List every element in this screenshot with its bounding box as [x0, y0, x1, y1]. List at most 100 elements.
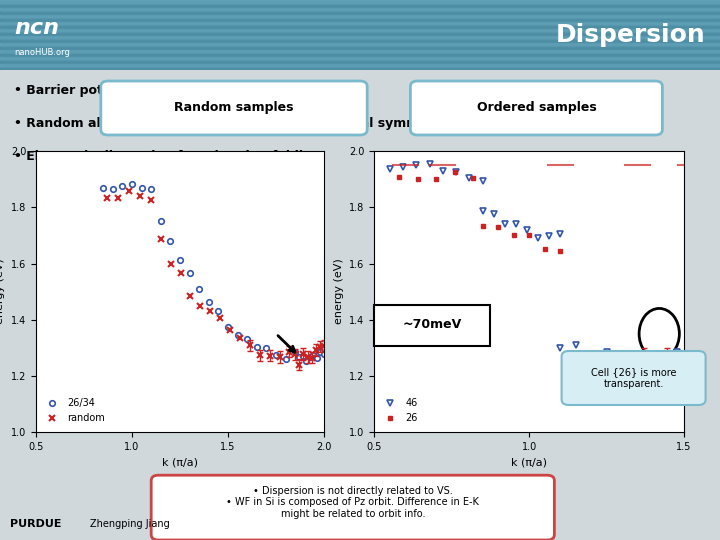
Bar	[0, 21, 720, 24]
26/34	[316, 349, 325, 355]
26	[478, 222, 487, 229]
Bar	[0, 63, 720, 66]
26	[395, 174, 403, 180]
random	[320, 342, 328, 349]
Text: Cell {26} is more
transparent.: Cell {26} is more transparent.	[591, 367, 676, 389]
random	[256, 352, 264, 359]
46	[523, 227, 531, 233]
46	[618, 352, 626, 359]
26	[556, 248, 564, 254]
26/34	[243, 336, 251, 342]
46	[465, 174, 474, 181]
random	[312, 347, 320, 353]
random	[226, 326, 235, 333]
Text: • Dispersion is not directly related to VS.
• WF in Si is composed of Pz orbit. : • Dispersion is not directly related to …	[226, 485, 480, 519]
26/34	[233, 332, 242, 339]
26	[432, 176, 441, 182]
Bar	[0, 49, 720, 52]
46	[438, 168, 447, 174]
Text: ~70meV: ~70meV	[402, 318, 462, 330]
random	[303, 354, 312, 360]
26/34	[320, 351, 328, 357]
Bar	[0, 42, 720, 45]
Bar	[0, 24, 720, 28]
26	[451, 169, 459, 176]
26/34	[291, 349, 300, 355]
46	[545, 233, 554, 240]
46	[386, 166, 395, 172]
46	[452, 168, 461, 175]
random	[186, 293, 195, 299]
Line: 26: 26	[397, 170, 692, 364]
26	[686, 350, 695, 357]
46	[602, 349, 611, 355]
26	[525, 232, 534, 239]
Text: Random samples: Random samples	[174, 102, 294, 114]
Bar	[0, 56, 720, 60]
random	[156, 236, 165, 242]
Bar	[0, 14, 720, 17]
Bar	[0, 31, 720, 35]
random	[246, 342, 254, 348]
Bar	[0, 7, 720, 10]
26/34	[195, 286, 204, 292]
random	[299, 350, 307, 357]
46	[512, 220, 521, 227]
26/34	[109, 186, 117, 192]
26/34	[99, 185, 107, 192]
Text: • Electronic dispersion from band unfolding: • Electronic dispersion from band unfold…	[14, 150, 321, 163]
Bar	[0, 17, 720, 21]
random	[147, 197, 156, 203]
Y-axis label: energy (eV): energy (eV)	[0, 259, 5, 325]
26	[617, 351, 626, 357]
random	[206, 307, 215, 314]
Text: nanoHUB.org: nanoHUB.org	[14, 48, 71, 57]
26	[510, 232, 518, 238]
26/34	[305, 354, 314, 361]
random	[295, 362, 304, 368]
Text: • Barrier potential comes from band offset: • Barrier potential comes from band offs…	[14, 84, 315, 97]
26/34	[309, 352, 318, 358]
26/34	[302, 357, 310, 364]
Bar	[0, 45, 720, 49]
46	[478, 177, 487, 184]
46	[556, 345, 564, 351]
Line: random: random	[104, 187, 328, 368]
26/34	[298, 353, 307, 359]
Legend: 46, 26: 46, 26	[379, 395, 422, 427]
X-axis label: k (π/a): k (π/a)	[162, 457, 198, 467]
random	[275, 354, 284, 360]
26	[640, 352, 649, 358]
random	[176, 270, 185, 276]
Text: Zhengping Jiang: Zhengping Jiang	[90, 519, 169, 529]
random	[114, 195, 122, 201]
46	[534, 234, 542, 241]
26/34	[166, 238, 175, 244]
46	[634, 354, 642, 360]
26/34	[253, 343, 261, 350]
Text: Dispersion: Dispersion	[556, 23, 706, 47]
random	[166, 261, 175, 267]
26/34	[214, 308, 222, 314]
26/34	[156, 218, 165, 224]
26	[572, 350, 580, 356]
26	[541, 246, 549, 253]
Text: PURDUE: PURDUE	[10, 519, 62, 529]
26/34	[282, 356, 290, 362]
46	[686, 343, 695, 349]
46	[634, 353, 642, 359]
26/34	[147, 186, 156, 192]
46	[647, 361, 655, 368]
Bar	[0, 35, 720, 39]
26/34	[118, 183, 127, 190]
Bar	[0, 52, 720, 56]
26/34	[185, 269, 194, 276]
Bar	[0, 10, 720, 14]
26	[663, 352, 672, 358]
Bar	[0, 28, 720, 31]
46	[672, 349, 681, 356]
46	[587, 359, 595, 365]
26/34	[224, 323, 233, 330]
Bar	[0, 60, 720, 63]
random	[103, 195, 112, 201]
